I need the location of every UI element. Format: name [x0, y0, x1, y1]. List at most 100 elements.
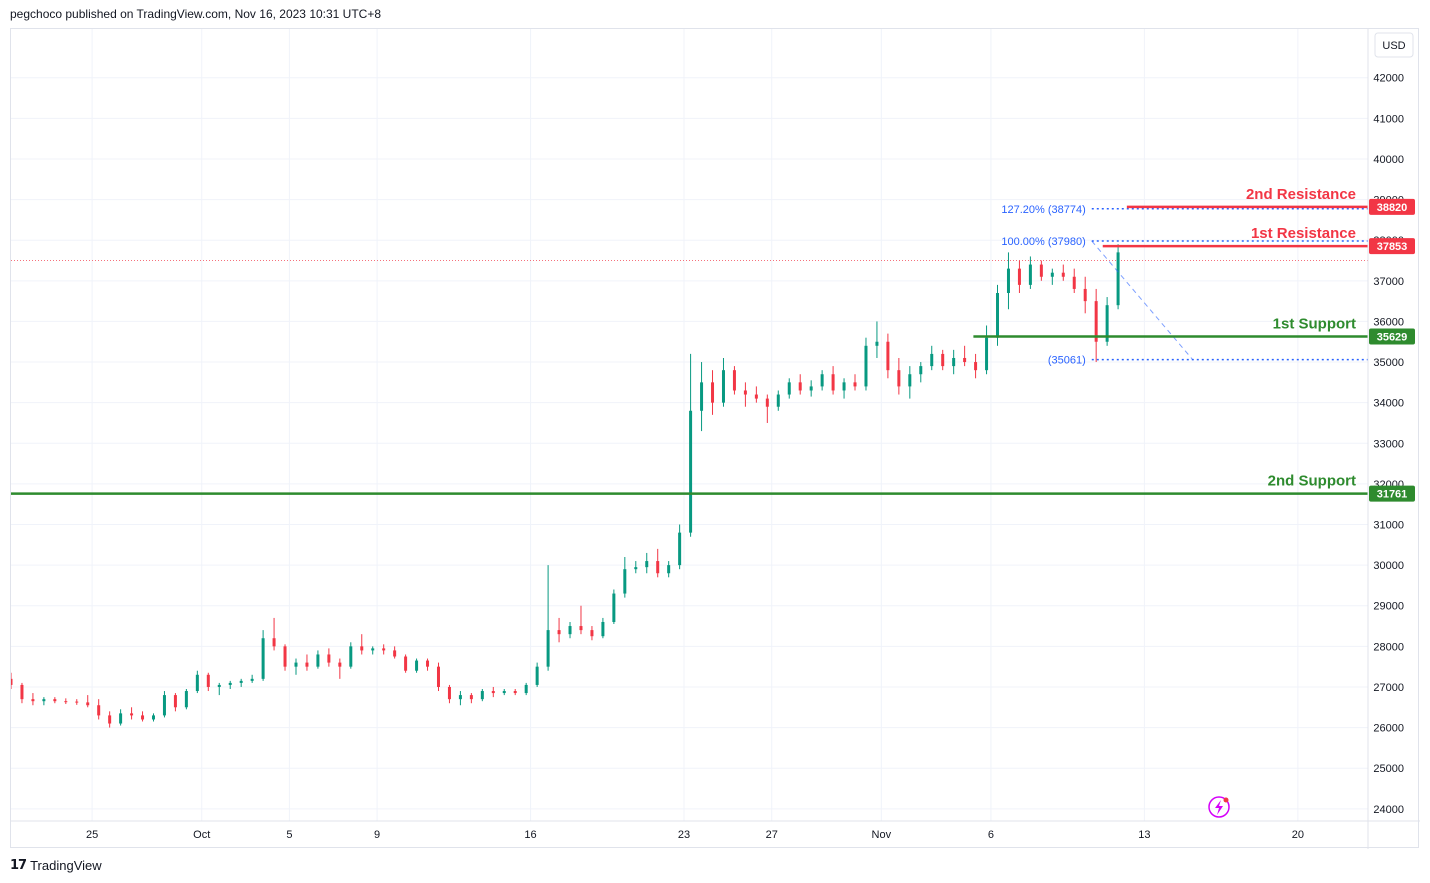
candle	[700, 362, 704, 432]
candle	[864, 337, 868, 391]
candle	[689, 353, 693, 537]
candle-body	[930, 353, 934, 367]
candle-body	[130, 713, 134, 716]
candle	[732, 366, 736, 395]
candle	[557, 617, 561, 643]
candle	[842, 378, 846, 399]
candle-body	[645, 561, 649, 568]
candle-body	[316, 654, 320, 667]
candle-body	[228, 682, 232, 685]
candle	[721, 357, 725, 407]
candle	[754, 386, 758, 403]
candle	[919, 362, 923, 383]
candle-body	[327, 654, 331, 663]
candle-body	[349, 646, 353, 667]
candle-body	[272, 638, 276, 647]
publisher-header: pegchoco published on TradingView.com, N…	[10, 7, 382, 21]
price-tick-label: 33000	[1373, 438, 1404, 450]
candle-body	[371, 648, 375, 651]
candle	[184, 689, 188, 710]
grid	[11, 29, 1368, 821]
candle	[974, 353, 978, 379]
candle-body	[798, 382, 802, 391]
candle	[1094, 288, 1098, 363]
candle	[1006, 252, 1010, 310]
price-badge: 37853	[1369, 238, 1415, 255]
candle-body	[305, 662, 309, 667]
candle	[908, 366, 912, 399]
candle-body	[656, 561, 660, 574]
candle	[1116, 244, 1120, 310]
tradingview-logo-icon: 17	[10, 857, 27, 873]
candle-body	[765, 398, 769, 407]
candle-body	[11, 678, 13, 685]
candle	[162, 691, 166, 718]
price-tick-label: 25000	[1373, 763, 1404, 775]
candle-body	[75, 701, 79, 703]
candle	[1050, 268, 1054, 285]
candle-body	[590, 630, 594, 637]
candle-body	[86, 702, 90, 706]
candle	[119, 709, 123, 726]
candle-body	[141, 715, 145, 720]
price-tick-label: 40000	[1373, 154, 1404, 166]
time-tick-label: 20	[1292, 829, 1304, 841]
candle	[568, 621, 572, 639]
candle	[469, 693, 473, 704]
candle-body	[1105, 305, 1109, 342]
candle-body	[579, 626, 583, 631]
candle-body	[557, 630, 561, 635]
candle	[436, 662, 440, 692]
candle	[645, 552, 649, 574]
candle	[886, 333, 890, 379]
currency-button[interactable]: USD	[1374, 32, 1414, 58]
candle	[480, 689, 484, 702]
candle	[941, 349, 945, 371]
fib-level-label: (35061)	[1048, 355, 1086, 367]
plot-area[interactable]: 127.20% (38774) 100.00% (37980) (35061) 2nd…	[11, 186, 1368, 728]
footer: 17 TradingView	[10, 856, 102, 874]
candle	[97, 699, 101, 720]
candle-body	[513, 691, 517, 694]
price-tick-label: 28000	[1373, 641, 1404, 653]
candle-body	[678, 532, 682, 566]
candle	[141, 711, 145, 722]
candle-body	[1039, 264, 1043, 277]
time-tick-label: 23	[678, 829, 690, 841]
candle-body	[952, 357, 956, 367]
candle-body	[1116, 252, 1120, 306]
price-tick-label: 42000	[1373, 73, 1404, 85]
candle	[261, 630, 265, 681]
resistance-level-title: 1st Resistance	[1251, 225, 1356, 242]
candle-body	[1072, 276, 1076, 289]
candle	[20, 682, 24, 704]
candle-body	[809, 386, 813, 391]
candle-body	[42, 699, 46, 702]
price-badge: 31761	[1369, 485, 1415, 502]
candle-body	[469, 695, 473, 700]
candle-body	[897, 370, 901, 387]
candle	[11, 672, 13, 689]
candle	[86, 695, 90, 708]
candle-body	[524, 684, 528, 694]
candle-body	[195, 674, 199, 692]
candle-body	[689, 410, 693, 533]
price-tick-label: 41000	[1373, 113, 1404, 125]
time-tick-label: 5	[286, 829, 292, 841]
candle-body	[963, 357, 967, 363]
candle	[53, 697, 57, 704]
candle	[75, 699, 79, 705]
candle	[623, 557, 627, 598]
candle	[382, 644, 386, 655]
lightning-icon[interactable]	[1208, 796, 1230, 818]
chart-panel[interactable]: 127.20% (38774) 100.00% (37980) (35061) 2nd…	[10, 28, 1420, 849]
candle	[426, 658, 430, 671]
candle	[1039, 260, 1043, 281]
price-chart[interactable]: 127.20% (38774) 100.00% (37980) (35061) 2nd…	[11, 29, 1420, 849]
price-badge-bg	[1369, 238, 1415, 255]
candle-body	[634, 567, 638, 570]
candle-body	[31, 699, 35, 702]
candle	[985, 325, 989, 375]
candle-body	[908, 374, 912, 387]
candle-body	[97, 705, 101, 716]
